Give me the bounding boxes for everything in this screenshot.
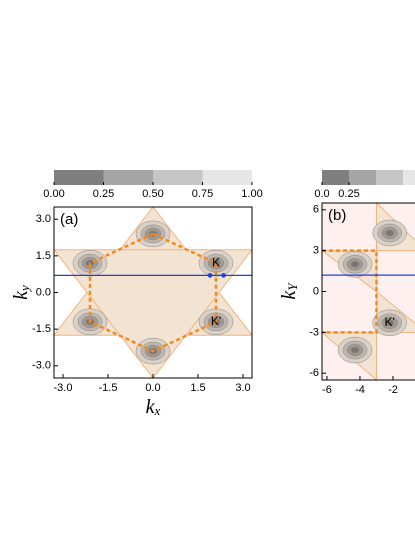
x-tick-label: 3.0: [235, 382, 250, 394]
y-tick-label: 0.0: [36, 286, 51, 298]
colorbar-tick-label: 0.75: [192, 188, 213, 200]
y-tick-label: -6: [309, 367, 319, 379]
colorbar-segment: [349, 170, 376, 185]
colorbar-tick-label: 0.25: [338, 188, 359, 200]
x-tick-label: -2: [388, 384, 398, 396]
valley-contour: [350, 261, 360, 268]
plot-area: K': [322, 203, 415, 380]
y-axis-label-sub: Y: [285, 282, 300, 291]
y-axis-label: ky: [10, 285, 32, 300]
colorbar-segment: [376, 170, 403, 185]
y-tick-label: 3.0: [36, 213, 51, 225]
y-tick-label: -3.0: [32, 360, 51, 372]
colorbar-tick-label: 0.25: [93, 188, 114, 200]
colorbar-segment: [103, 170, 153, 185]
x-tick-label: 0.0: [145, 382, 160, 394]
annotation: K': [211, 314, 221, 328]
x-tick-label: -4: [355, 384, 365, 396]
x-axis-label-main: k: [146, 396, 156, 418]
panel: 0.00 0.25 0.50 0.75 1.00 K K' (a) -3.0 -1.5 0.0 1.5…: [10, 170, 263, 418]
annotation: K': [385, 315, 395, 329]
y-tick-label: 3: [313, 245, 319, 257]
panel-label: (b): [328, 207, 346, 224]
k-path: [322, 249, 378, 334]
panel-label: (a): [60, 211, 78, 228]
x-tick-label: -3.0: [54, 382, 73, 394]
y-axis-label: kY: [278, 282, 300, 300]
y-tick-label: 6: [313, 204, 319, 216]
colorbar-segment: [153, 170, 203, 185]
cut-point: [221, 273, 226, 278]
x-axis-label: kx: [146, 396, 161, 418]
y-tick-label: -3: [309, 326, 319, 338]
colorbar-segment: [54, 170, 104, 185]
y-axis-label-sub: y: [17, 285, 32, 293]
valley-contour: [385, 229, 394, 237]
colorbar-segment: [322, 170, 349, 185]
cut-point: [207, 273, 213, 278]
y-tick-label: 1.5: [36, 250, 51, 262]
valley-contour: [385, 319, 394, 327]
plot-area: K K': [54, 207, 252, 378]
y-axis-label-main: k: [278, 290, 300, 300]
y-tick-label: -1.5: [32, 323, 51, 335]
colorbar-segment: [403, 170, 415, 185]
colorbar-tick-label: 0.0: [314, 188, 329, 200]
panel: 0.0 0.25 K' (b) -6 -4 -2 -6 -3 0 3 6 kY: [278, 170, 415, 396]
annotation: K: [212, 255, 220, 269]
x-axis-label-sub: x: [154, 403, 161, 418]
colorbar-tick-label: 0.00: [43, 188, 64, 200]
colorbar-tick-label: 0.50: [142, 188, 163, 200]
x-tick-label: 1.5: [190, 382, 205, 394]
x-tick-label: -6: [322, 384, 332, 396]
y-tick-label: 0: [313, 285, 319, 297]
k-path: [88, 232, 218, 353]
valley-contour: [350, 346, 360, 354]
x-tick-label: -1.5: [99, 382, 118, 394]
y-axis-label-main: k: [10, 290, 32, 300]
colorbar-tick-label: 1.00: [241, 188, 262, 200]
colorbar-segment: [202, 170, 252, 185]
